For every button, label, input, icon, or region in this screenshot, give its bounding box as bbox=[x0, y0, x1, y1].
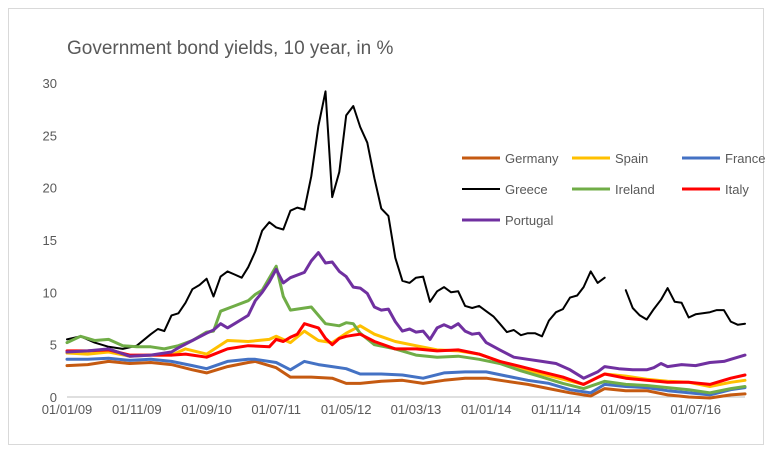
series-lines bbox=[65, 90, 747, 400]
x-tick-label: 01/07/11 bbox=[251, 402, 301, 417]
x-tick-label: 01/09/15 bbox=[601, 402, 652, 417]
y-tick-label: 10 bbox=[43, 285, 57, 300]
x-tick-label: 01/03/13 bbox=[391, 402, 442, 417]
series-line-germany bbox=[65, 359, 747, 400]
legend-label-spain: Spain bbox=[615, 151, 648, 166]
x-tick-label: 01/01/14 bbox=[461, 402, 512, 417]
series-line-ireland bbox=[65, 264, 747, 395]
legend-label-france: France bbox=[725, 151, 765, 166]
chart-title: Government bond yields, 10 year, in % bbox=[67, 38, 393, 59]
series-line-italy bbox=[65, 322, 747, 386]
series-line-spain bbox=[65, 324, 747, 388]
y-tick-label: 0 bbox=[50, 390, 57, 405]
x-tick-label: 01/01/09 bbox=[42, 402, 93, 417]
legend-label-portugal: Portugal bbox=[505, 213, 554, 228]
y-tick-label: 5 bbox=[50, 338, 57, 353]
legend-label-greece: Greece bbox=[505, 182, 548, 197]
x-axis-ticks: 01/01/09 01/11/09 01/09/10 01/07/11 01/05/12… bbox=[42, 402, 721, 417]
legend-label-ireland: Ireland bbox=[615, 182, 655, 197]
y-tick-label: 25 bbox=[43, 128, 57, 143]
y-tick-label: 20 bbox=[43, 181, 57, 196]
x-tick-label: 01/09/10 bbox=[181, 402, 232, 417]
series-line-france bbox=[65, 356, 747, 397]
series-line-portugal bbox=[65, 251, 747, 380]
chart-frame: Government bond yields, 10 year, in % 0 5… bbox=[8, 8, 765, 445]
y-axis-ticks: 0 5 10 15 20 25 30 bbox=[43, 76, 57, 405]
y-tick-label: 15 bbox=[43, 233, 57, 248]
x-tick-label: 01/11/09 bbox=[112, 402, 162, 417]
x-tick-label: 01/11/14 bbox=[531, 402, 581, 417]
legend-label-italy: Italy bbox=[725, 182, 749, 197]
legend-label-germany: Germany bbox=[505, 151, 559, 166]
line-chart: Government bond yields, 10 year, in % 0 5… bbox=[42, 38, 765, 417]
y-tick-label: 30 bbox=[43, 76, 57, 91]
series-line-greece bbox=[66, 90, 746, 350]
x-tick-label: 01/05/12 bbox=[321, 402, 372, 417]
x-tick-label: 01/07/16 bbox=[670, 402, 721, 417]
legend: Germany Spain France Greece Ireland Italy Port… bbox=[462, 151, 765, 228]
